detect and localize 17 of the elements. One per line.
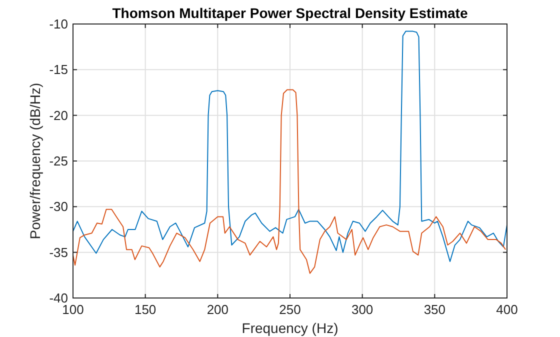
y-tick-label: -20 bbox=[49, 108, 68, 123]
y-tick-label: -30 bbox=[49, 199, 68, 214]
line-series bbox=[72, 30, 508, 262]
line-series bbox=[72, 89, 506, 274]
x-tick-label: 250 bbox=[279, 302, 301, 317]
x-axis-title: Frequency (Hz) bbox=[242, 320, 338, 336]
x-tick-label: 300 bbox=[351, 302, 374, 317]
x-tick-label: 200 bbox=[206, 302, 229, 317]
x-tick-label: 150 bbox=[134, 302, 156, 317]
x-tick-label: 350 bbox=[424, 302, 446, 317]
x-tick-label: 400 bbox=[496, 302, 518, 317]
chart-title: Thomson Multitaper Power Spectral Density Estimate bbox=[112, 5, 468, 21]
y-tick-label: -10 bbox=[49, 16, 68, 32]
y-tick-label: -35 bbox=[49, 244, 68, 260]
y-axis-title: Power/frequency (dB/Hz) bbox=[27, 82, 43, 240]
y-tick-label: -25 bbox=[49, 154, 68, 169]
y-tick-label: -15 bbox=[49, 62, 68, 78]
